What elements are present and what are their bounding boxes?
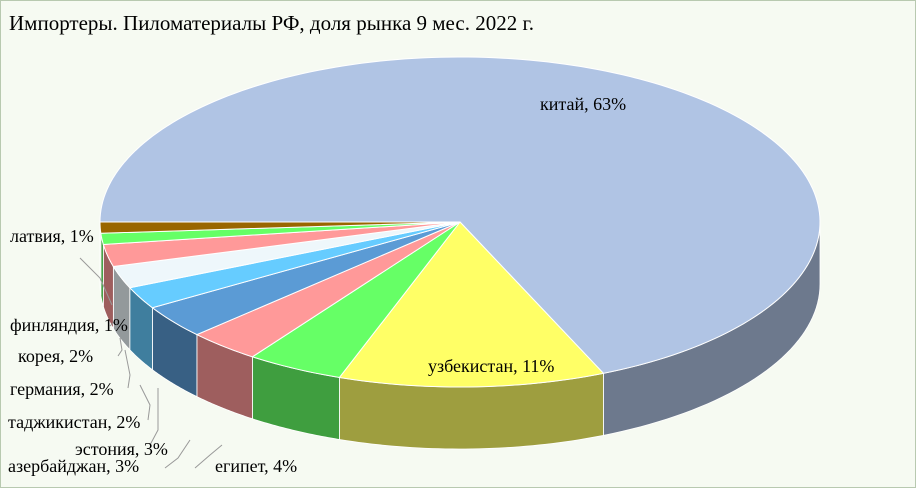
slice [251,221,461,379]
data-label: германия, 2% [10,379,114,399]
leader-line [164,439,191,469]
slice [195,221,461,358]
data-label: финляндия, 1% [10,315,128,335]
slice [99,221,461,234]
data-label: узбекистан, 11% [428,356,554,376]
slice [128,221,461,309]
slice [102,221,461,268]
data-label: латвия, 1% [10,226,94,246]
leader-line [109,309,119,327]
leader-line [117,337,123,357]
leader-line [194,444,223,469]
leader-line [124,349,131,389]
data-label: таджикистан, 2% [8,412,140,432]
leader-line [79,257,113,306]
slice [112,221,461,289]
data-label: азербайджан, 3% [8,456,139,476]
data-label: корея, 2% [18,346,93,366]
slice [338,221,605,388]
leader-line [139,384,151,421]
data-label: китай, 63% [540,94,626,114]
slice [151,221,461,336]
data-label: египет, 4% [215,456,297,476]
chart-title: Импортеры. Пиломатериалы РФ, доля рынка … [9,11,534,35]
data-label: эстония, 3% [75,439,168,459]
slice [99,56,821,374]
leader-line [149,388,159,446]
